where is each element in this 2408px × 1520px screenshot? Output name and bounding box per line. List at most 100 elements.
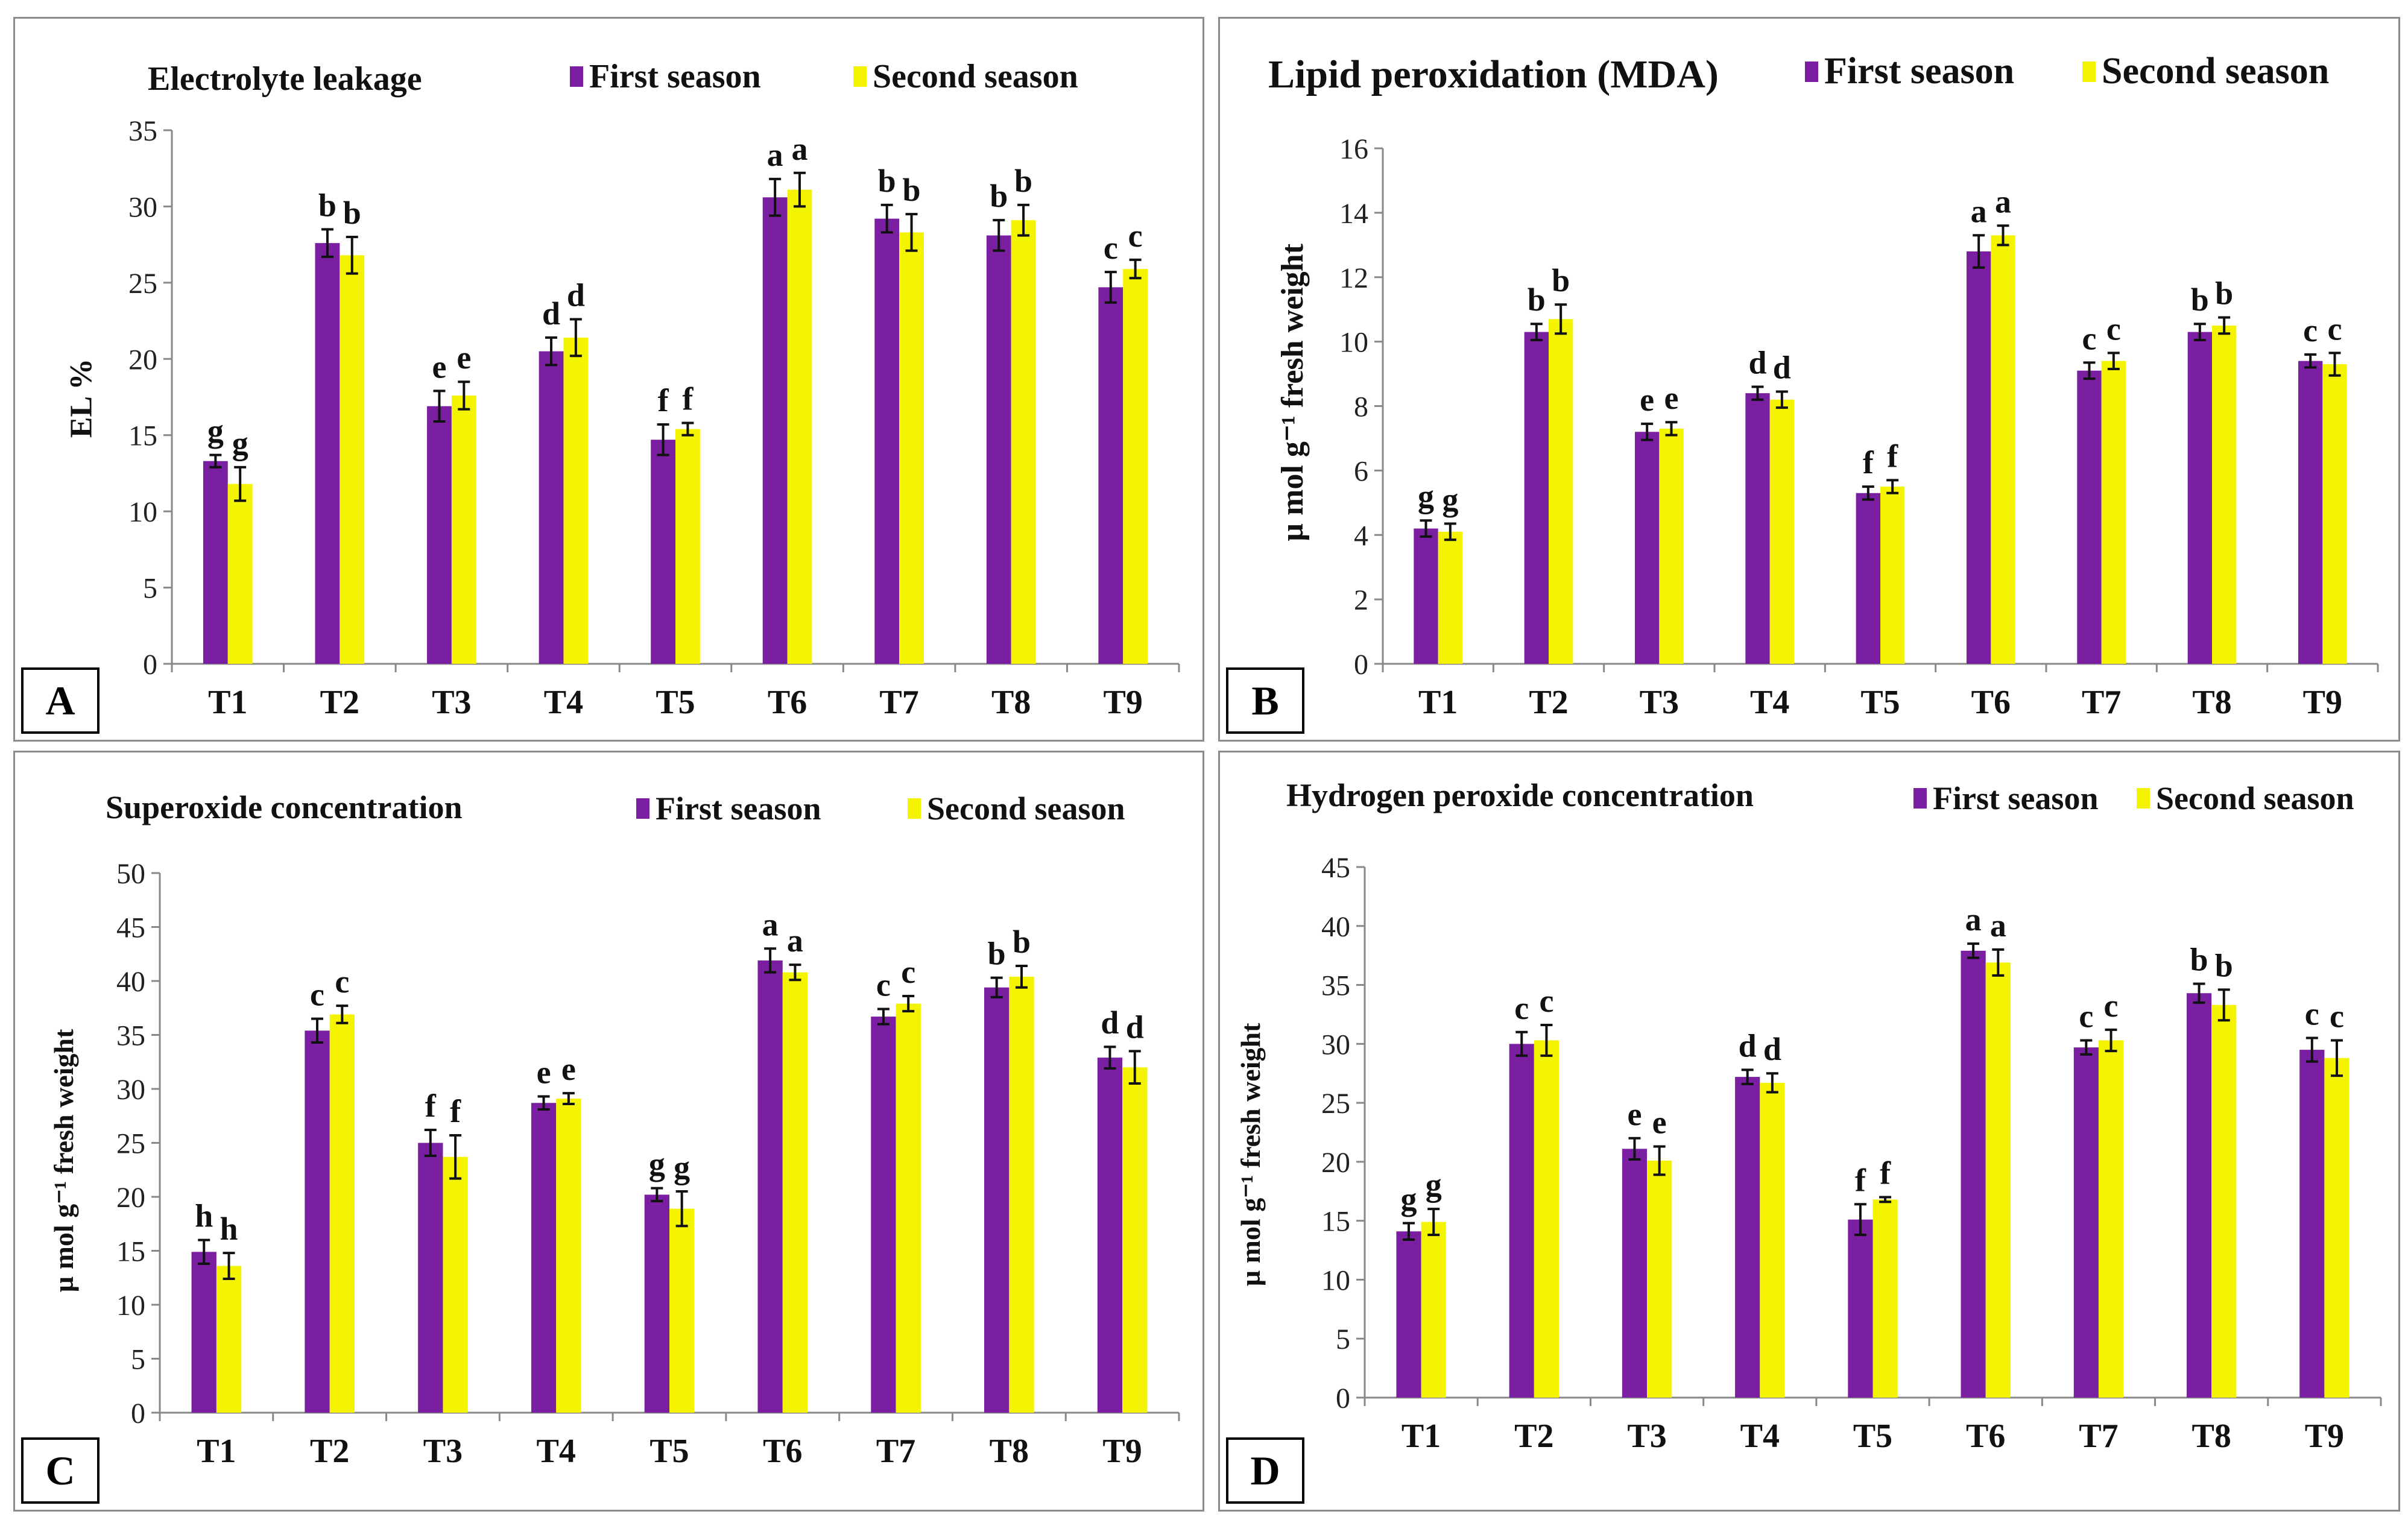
error-bar <box>1420 519 1432 538</box>
x-tick-label: T3 <box>432 684 471 721</box>
error-bar <box>1540 1024 1553 1057</box>
significance-letter: f <box>1863 444 1874 481</box>
legend-swatch-second <box>2082 61 2096 82</box>
significance-letter: h <box>195 1198 213 1234</box>
error-bar <box>1444 522 1456 541</box>
significance-letter: c <box>876 967 891 1003</box>
legend-swatch-first <box>636 798 649 819</box>
chart-title: Hydrogen peroxide concentration <box>1286 777 1754 813</box>
y-tick-label: 15 <box>1321 1206 1350 1238</box>
bar-second-season <box>2098 1040 2124 1398</box>
error-bar <box>880 203 893 234</box>
x-tick-label: T5 <box>649 1433 689 1470</box>
y-tick-label: 15 <box>128 420 157 452</box>
x-tick-label: T4 <box>1750 684 1789 721</box>
legend-label-first: First season <box>589 58 761 95</box>
bar-second-season <box>1534 1040 1560 1398</box>
bar-second-season <box>1438 531 1462 664</box>
legend-label-first: First season <box>1933 780 2099 816</box>
significance-letter: c <box>335 963 349 1000</box>
y-tick-label: 30 <box>1321 1029 1350 1061</box>
bar-first-season <box>1967 251 1991 664</box>
x-tick-label: T8 <box>991 684 1031 721</box>
panel-letter: B <box>1226 667 1304 734</box>
significance-letter: c <box>2303 312 2318 348</box>
y-tick-label: 5 <box>1336 1323 1350 1355</box>
error-bar <box>1015 964 1028 989</box>
legend-second-season: Second season <box>2082 50 2329 93</box>
error-bar <box>1775 390 1788 409</box>
significance-letter: b <box>1014 163 1032 199</box>
chart-title: Electrolyte leakage <box>148 60 422 98</box>
error-bar <box>198 1238 210 1265</box>
x-tick-label: T9 <box>2305 1418 2344 1455</box>
significance-letter: b <box>988 936 1006 972</box>
bar-second-season <box>787 189 812 664</box>
significance-letter: c <box>1104 230 1118 266</box>
x-tick-label: T7 <box>879 684 918 721</box>
error-bar <box>234 465 247 502</box>
bar-first-season <box>1848 1219 1873 1398</box>
error-bar <box>1741 1068 1754 1085</box>
error-bar <box>1992 948 2005 977</box>
chart-title: Superoxide concentration <box>106 789 463 825</box>
bar-second-season <box>1421 1222 1446 1398</box>
y-tick-label: 6 <box>1354 455 1368 487</box>
error-bar <box>569 318 582 358</box>
panel-letter: C <box>21 1437 100 1504</box>
y-tick-label: 45 <box>1321 852 1350 884</box>
y-tick-label: 12 <box>1339 262 1368 294</box>
x-tick-label: T6 <box>1966 1418 2005 1455</box>
bar-first-season <box>2077 370 2102 664</box>
significance-letter: b <box>2190 942 2208 978</box>
significance-letter: b <box>1552 262 1570 298</box>
significance-letter: a <box>1990 907 2006 944</box>
bar-second-season <box>1880 487 1905 664</box>
error-bar <box>1766 1072 1778 1094</box>
x-tick-label: T7 <box>2082 684 2121 721</box>
bar-first-season <box>2299 1050 2325 1398</box>
legend-first-season: First season <box>1805 50 2014 93</box>
significance-letter: c <box>2104 988 2119 1024</box>
bar-second-season <box>340 255 365 664</box>
significance-letter: c <box>2328 311 2342 347</box>
significance-letter: a <box>1971 193 1987 229</box>
legend-swatch-second <box>2137 788 2150 809</box>
error-bar <box>764 947 777 974</box>
y-tick-label: 25 <box>1321 1088 1350 1120</box>
x-tick-label: T9 <box>1104 684 1143 721</box>
significance-letter: g <box>649 1146 665 1182</box>
y-tick-label: 45 <box>116 912 145 944</box>
error-bar <box>1628 1137 1641 1161</box>
x-tick-label: T2 <box>310 1433 349 1470</box>
bar-second-season <box>227 484 253 664</box>
bar-second-season <box>899 232 924 664</box>
error-bar <box>2193 982 2205 1004</box>
bar-second-season <box>2211 1004 2237 1398</box>
error-bar <box>675 1190 688 1228</box>
error-bar <box>537 1095 550 1111</box>
significance-letter: c <box>310 977 324 1013</box>
y-tick-label: 15 <box>116 1236 145 1268</box>
significance-letter: a <box>791 131 807 167</box>
x-tick-label: T1 <box>1402 1418 1441 1455</box>
bar-first-season <box>1856 493 1880 664</box>
significance-letter: f <box>1855 1162 1866 1198</box>
bar-first-season <box>757 960 783 1413</box>
bar-second-season <box>2322 364 2347 664</box>
y-tick-label: 50 <box>116 858 145 890</box>
bar-second-season <box>556 1099 581 1413</box>
y-tick-label: 35 <box>128 115 157 147</box>
bar-first-season <box>1097 1058 1123 1413</box>
x-tick-label: T8 <box>2192 1418 2231 1455</box>
bar-second-season <box>1123 269 1148 664</box>
bar-second-season <box>563 337 589 664</box>
significance-letter: d <box>1739 1027 1757 1064</box>
error-bar <box>1879 1196 1892 1203</box>
x-tick-label: T6 <box>1971 684 2011 721</box>
y-tick-label: 40 <box>116 966 145 998</box>
bar-first-season <box>315 243 340 664</box>
significance-letter: a <box>787 922 803 959</box>
